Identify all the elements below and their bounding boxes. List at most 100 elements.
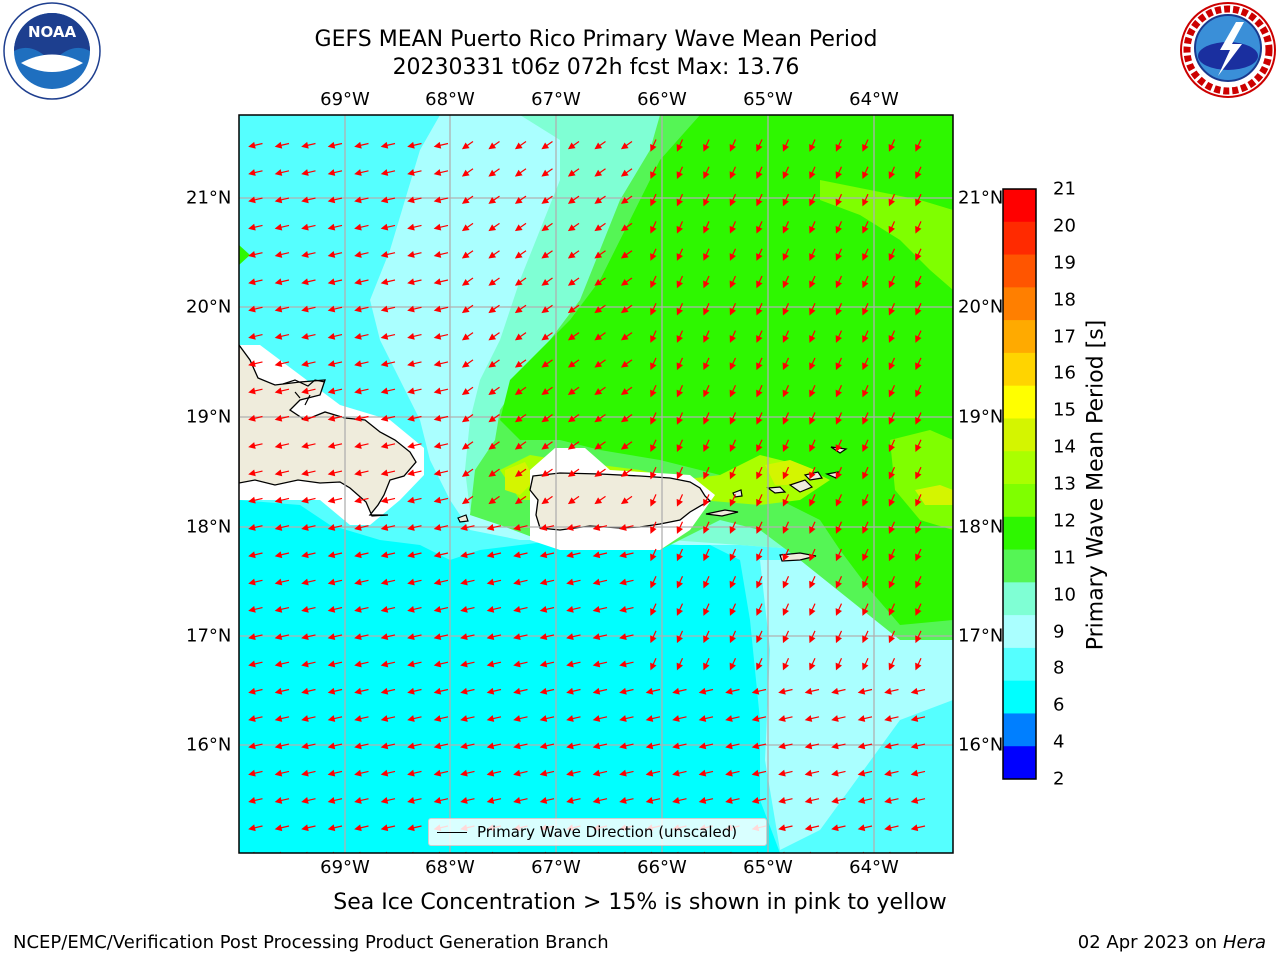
nws-logo [1180,2,1276,98]
wave-direction-arrow [862,139,869,152]
wave-direction-arrow [729,548,737,562]
lat-label-right: 19°N [958,406,1004,428]
footer-date: 02 Apr 2023 on Hera [1078,932,1266,953]
wave-direction-arrow [327,797,343,804]
wave-direction-arrow [380,442,396,449]
wave-direction-arrow [248,824,263,832]
wave-direction-arrow [862,221,869,234]
wave-direction-arrow [433,387,449,395]
wave-direction-arrow [301,414,316,422]
wave-direction-arrow [703,548,710,562]
wave-direction-arrow [301,687,316,695]
wave-direction-arrow [698,797,714,804]
wave-direction-arrow [433,715,449,722]
wave-direction-arrow [327,278,343,286]
wave-direction-arrow [460,633,475,641]
wave-direction-arrow [486,687,502,695]
wave-direction-arrow [486,769,502,777]
wave-direction-arrow [835,548,843,562]
wave-direction-arrow [592,769,608,777]
wave-direction-arrow [274,551,290,559]
wave-direction-arrow [514,141,527,150]
wave-direction-arrow [407,414,422,422]
wave-direction-arrow [460,715,475,722]
wave-direction-arrow [539,687,555,695]
wave-direction-arrow [804,715,820,722]
wave-direction-arrow [756,193,763,207]
wave-direction-arrow [809,576,816,589]
wave-direction-arrow [327,715,343,722]
wave-direction-arrow [910,769,926,777]
wave-direction-arrow [541,168,553,177]
wave-direction-arrow [778,715,793,722]
wave-direction-arrow [835,166,843,180]
wave-direction-arrow [888,521,896,534]
wave-direction-arrow [782,657,790,671]
lon-label-bottom: 69°W [320,857,370,878]
wave-direction-arrow [703,221,710,234]
colorbar-segment [1003,516,1036,551]
wave-direction-arrow [567,250,580,259]
wave-direction-arrow [619,797,634,804]
wave-direction-arrow [594,304,606,314]
wave-direction-arrow [676,439,684,453]
wave-direction-arrow [729,166,737,180]
wave-direction-arrow [778,742,793,750]
wave-direction-arrow [650,221,657,234]
wave-direction-arrow [862,193,869,207]
wave-direction-arrow [433,360,449,368]
wave-direction-arrow [327,141,343,149]
wave-direction-arrow [835,330,843,343]
wave-direction-arrow [380,824,396,832]
wave-direction-arrow [407,660,422,668]
wave-direction-arrow [672,797,687,804]
wave-direction-arrow [354,660,369,668]
wave-direction-arrow [327,824,343,832]
lon-label-bottom: 65°W [743,857,793,878]
wave-direction-arrow [248,469,263,477]
wave-direction-arrow [915,548,922,562]
wave-direction-arrow [274,633,290,641]
wave-direction-arrow [676,657,684,671]
wave-direction-arrow [729,248,737,261]
wave-direction-arrow [594,468,606,477]
wave-direction-arrow [782,521,790,534]
wave-direction-arrow [488,414,500,423]
colorbar-tick-label: 4 [1053,731,1065,753]
wave-direction-arrow [380,360,396,368]
wave-direction-arrow [567,332,580,341]
lon-label-top: 67°W [531,89,581,110]
wave-direction-arrow [488,222,500,232]
colorbar-segment [1003,352,1036,387]
wave-direction-arrow [884,742,899,750]
wave-direction-arrow [461,441,474,450]
colorbar-label: Primary Wave Mean Period [s] [1083,319,1109,651]
wave-direction-arrow [751,742,767,750]
wave-direction-arrow [915,630,922,644]
colorbar-tick-label: 12 [1053,510,1076,532]
wave-direction-arrow [915,248,922,261]
colorbar-segment [1003,647,1036,682]
wave-direction-arrow [915,521,922,534]
wave-direction-arrow [835,657,843,671]
wave-direction-arrow [676,466,684,480]
wave-direction-arrow [888,630,896,644]
colorbar-tick-label: 6 [1053,694,1065,716]
wave-direction-arrow [809,303,816,316]
colorbar-tick-label: 14 [1053,436,1076,458]
wave-direction-arrow [248,633,263,641]
wave-direction-arrow [676,248,684,261]
wave-direction-arrow [514,250,527,259]
wave-direction-arrow [461,304,474,314]
wave-direction-arrow [725,769,740,777]
wave-direction-arrow [380,633,396,641]
wave-direction-arrow [514,386,527,395]
wave-direction-arrow [862,439,869,453]
wave-direction-arrow [301,742,316,750]
wave-direction-arrow [433,605,449,613]
wave-direction-arrow [354,469,369,477]
wave-direction-arrow [407,169,422,176]
wave-direction-arrow [539,633,555,641]
wave-direction-arrow [541,141,553,150]
wave-direction-arrow [380,387,396,395]
